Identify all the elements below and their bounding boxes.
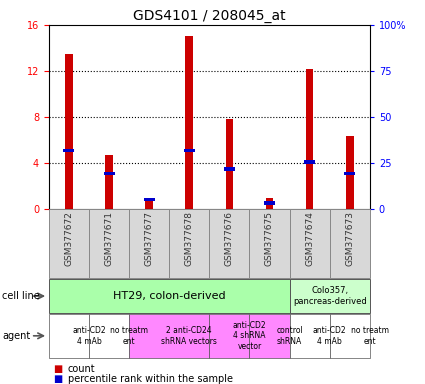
- Text: Colo357,
pancreas-derived: Colo357, pancreas-derived: [293, 286, 366, 306]
- Bar: [209, 314, 249, 358]
- Bar: [144, 198, 155, 201]
- Bar: [49, 314, 89, 358]
- Bar: [145, 198, 153, 209]
- Bar: [169, 209, 209, 278]
- Bar: [289, 314, 330, 358]
- Bar: [226, 119, 233, 209]
- Bar: [104, 172, 115, 175]
- Text: control
shRNA: control shRNA: [276, 326, 303, 346]
- Text: 2 anti-CD24
shRNA vectors: 2 anti-CD24 shRNA vectors: [162, 326, 217, 346]
- Bar: [89, 209, 129, 278]
- Text: HT29, colon-derived: HT29, colon-derived: [113, 291, 226, 301]
- Bar: [249, 314, 289, 358]
- Bar: [330, 314, 370, 358]
- Text: GSM377678: GSM377678: [185, 211, 194, 266]
- Text: GSM377674: GSM377674: [305, 211, 314, 266]
- Bar: [129, 314, 209, 358]
- Text: agent: agent: [2, 331, 30, 341]
- Bar: [89, 314, 129, 358]
- Bar: [224, 167, 235, 171]
- Bar: [209, 209, 249, 278]
- Bar: [105, 155, 113, 209]
- Text: cell line: cell line: [2, 291, 40, 301]
- Text: no treatm
ent: no treatm ent: [351, 326, 389, 346]
- Bar: [63, 149, 74, 152]
- Text: GSM377671: GSM377671: [105, 211, 113, 266]
- Bar: [330, 209, 370, 278]
- Text: ■: ■: [53, 374, 62, 384]
- Bar: [249, 209, 289, 278]
- Bar: [304, 161, 315, 164]
- Bar: [289, 279, 370, 313]
- Text: anti-CD2
4 mAb: anti-CD2 4 mAb: [72, 326, 106, 346]
- Bar: [264, 201, 275, 205]
- Text: anti-CD2
4 mAb: anti-CD2 4 mAb: [313, 326, 346, 346]
- Text: ■: ■: [53, 364, 62, 374]
- Bar: [184, 149, 195, 152]
- Text: anti-CD2
4 shRNA
vector: anti-CD2 4 shRNA vector: [232, 321, 266, 351]
- Bar: [289, 209, 330, 278]
- Bar: [306, 69, 314, 209]
- Text: GSM377673: GSM377673: [345, 211, 354, 266]
- Text: GSM377677: GSM377677: [144, 211, 154, 266]
- Text: no treatm
ent: no treatm ent: [110, 326, 148, 346]
- Text: count: count: [68, 364, 96, 374]
- Bar: [49, 209, 89, 278]
- Bar: [65, 54, 73, 209]
- Text: GSM377672: GSM377672: [65, 211, 74, 266]
- Bar: [129, 209, 169, 278]
- Bar: [266, 198, 273, 209]
- Bar: [185, 36, 193, 209]
- Title: GDS4101 / 208045_at: GDS4101 / 208045_at: [133, 8, 286, 23]
- Text: GSM377675: GSM377675: [265, 211, 274, 266]
- Bar: [344, 172, 355, 175]
- Bar: [346, 136, 354, 209]
- Text: GSM377676: GSM377676: [225, 211, 234, 266]
- Bar: [49, 279, 289, 313]
- Text: percentile rank within the sample: percentile rank within the sample: [68, 374, 233, 384]
